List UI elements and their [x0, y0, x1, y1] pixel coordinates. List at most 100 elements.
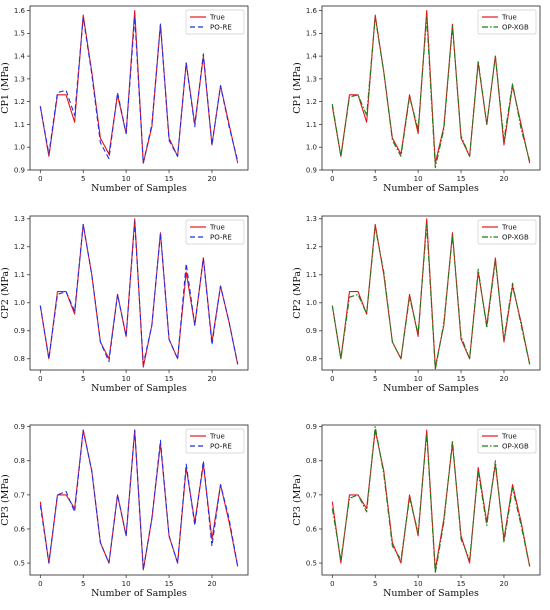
- legend: True PO-RE: [185, 219, 245, 245]
- y-axis-label: CP2 (MPa): [0, 267, 11, 319]
- legend-label: OP-XGB: [502, 234, 529, 242]
- y-tick-label: 1.1: [306, 121, 317, 129]
- x-axis-label: Number of Samples: [383, 588, 479, 599]
- x-tick-label: 0: [330, 580, 334, 588]
- x-axis-label: Number of Samples: [91, 588, 187, 599]
- y-axis-label: CP3 (MPa): [292, 474, 303, 526]
- x-axis-label: Number of Samples: [383, 383, 479, 394]
- plot-frame: [29, 424, 249, 576]
- x-tick-label: 5: [81, 580, 85, 588]
- legend-label: OP-XGB: [502, 24, 529, 32]
- chart-panel-5: 0.5 0.6 0.7 0.8 0.9 0 5 10 15 20 Number of Samples…: [0, 423, 249, 599]
- legend-box: [185, 9, 245, 35]
- chart-panel-1: 0.9 1.0 1.1 1.2 1.3 1.4 1.5 1.6 0 5 10 15 20 Number o…: [0, 5, 249, 194]
- y-axis-label: CP3 (MPa): [0, 474, 11, 526]
- x-tick-label: 5: [81, 375, 85, 383]
- x-tick-label: 0: [38, 580, 42, 588]
- x-tick-label: 0: [38, 175, 42, 183]
- y-tick-label: 1.4: [14, 53, 26, 61]
- x-tick-label: 20: [207, 580, 216, 588]
- y-axis-label: CP1 (MPa): [0, 62, 11, 114]
- y-tick-label: 1.4: [306, 53, 318, 61]
- x-tick-label: 10: [414, 375, 423, 383]
- legend-box: [185, 219, 245, 245]
- y-tick-label: 0.9: [14, 166, 25, 174]
- y-tick-label: 0.9: [306, 166, 317, 174]
- y-tick-label: 1.0: [306, 144, 317, 152]
- plot-frame: [29, 5, 249, 171]
- series-line-po-re: [39, 221, 239, 365]
- y-tick-label: 1.1: [14, 271, 25, 279]
- x-tick-label: 20: [499, 375, 508, 383]
- x-tick-label: 15: [457, 580, 466, 588]
- legend: True PO-RE: [185, 428, 245, 454]
- y-tick-label: 0.6: [306, 525, 318, 533]
- x-tick-label: 5: [373, 175, 377, 183]
- chart-panel-6: 0.5 0.6 0.7 0.8 0.9 0 5 10 15 20 Number of Samples…: [292, 423, 541, 599]
- legend-label: True: [501, 14, 517, 22]
- y-axis-label: CP2 (MPa): [292, 267, 303, 319]
- x-tick-label: 10: [122, 375, 131, 383]
- legend-label: True: [209, 224, 225, 232]
- y-tick-label: 1.3: [306, 75, 317, 83]
- x-tick-label: 10: [414, 580, 423, 588]
- x-tick-label: 15: [165, 375, 174, 383]
- series-line-po-re: [39, 16, 239, 164]
- legend: True OP-XGB: [477, 219, 537, 245]
- x-tick-label: 20: [499, 580, 508, 588]
- chart-panel-4: 0.8 0.9 1.0 1.1 1.2 1.3 0 5 10 15 20 Number of Samp…: [292, 215, 541, 394]
- y-tick-label: 0.7: [14, 491, 25, 499]
- legend: True PO-RE: [185, 9, 245, 35]
- legend-label: PO-RE: [210, 24, 232, 32]
- y-tick-label: 0.8: [306, 457, 317, 465]
- x-tick-label: 10: [122, 580, 131, 588]
- y-tick-label: 1.2: [14, 98, 25, 106]
- y-tick-label: 1.0: [14, 144, 25, 152]
- plot-frame: [321, 424, 541, 576]
- x-axis-label: Number of Samples: [91, 383, 187, 394]
- y-tick-label: 0.5: [306, 559, 317, 567]
- legend-box: [477, 9, 537, 35]
- x-tick-label: 5: [373, 375, 377, 383]
- x-tick-label: 15: [457, 375, 466, 383]
- y-tick-label: 0.5: [14, 559, 25, 567]
- y-tick-label: 0.9: [306, 327, 317, 335]
- y-tick-label: 0.9: [14, 423, 25, 431]
- x-tick-label: 0: [330, 175, 334, 183]
- x-tick-label: 15: [165, 175, 174, 183]
- y-tick-label: 1.1: [14, 121, 25, 129]
- legend-label: OP-XGB: [502, 443, 529, 451]
- x-tick-label: 20: [207, 375, 216, 383]
- series-line-op-xgb: [331, 426, 531, 574]
- x-tick-label: 15: [457, 175, 466, 183]
- legend-label: True: [209, 14, 225, 22]
- x-tick-label: 0: [330, 375, 334, 383]
- y-tick-label: 1.5: [306, 30, 317, 38]
- x-tick-label: 10: [122, 175, 131, 183]
- y-tick-label: 0.9: [306, 423, 317, 431]
- legend-label: PO-RE: [210, 443, 232, 451]
- plot-frame: [321, 215, 541, 371]
- legend-box: [477, 428, 537, 454]
- y-tick-label: 1.0: [14, 299, 25, 307]
- y-tick-label: 0.7: [306, 491, 317, 499]
- x-tick-label: 15: [165, 580, 174, 588]
- legend: True OP-XGB: [477, 428, 537, 454]
- y-tick-label: 1.6: [14, 7, 26, 15]
- x-tick-label: 5: [81, 175, 85, 183]
- legend-label: True: [501, 224, 517, 232]
- y-tick-label: 0.8: [14, 355, 25, 363]
- x-axis-label: Number of Samples: [91, 183, 187, 194]
- plot-frame: [29, 215, 249, 371]
- series-line-po-re: [39, 429, 239, 571]
- chart-panel-3: 0.8 0.9 1.0 1.1 1.2 1.3 0 5 10 15 20 Number of Samp…: [0, 215, 249, 394]
- y-tick-label: 0.6: [14, 525, 26, 533]
- plot-frame: [321, 5, 541, 171]
- y-tick-label: 1.6: [306, 7, 318, 15]
- legend-box: [185, 428, 245, 454]
- y-tick-label: 1.3: [14, 215, 25, 223]
- x-tick-label: 20: [207, 175, 216, 183]
- legend-label: True: [209, 433, 225, 441]
- y-tick-label: 1.2: [14, 243, 25, 251]
